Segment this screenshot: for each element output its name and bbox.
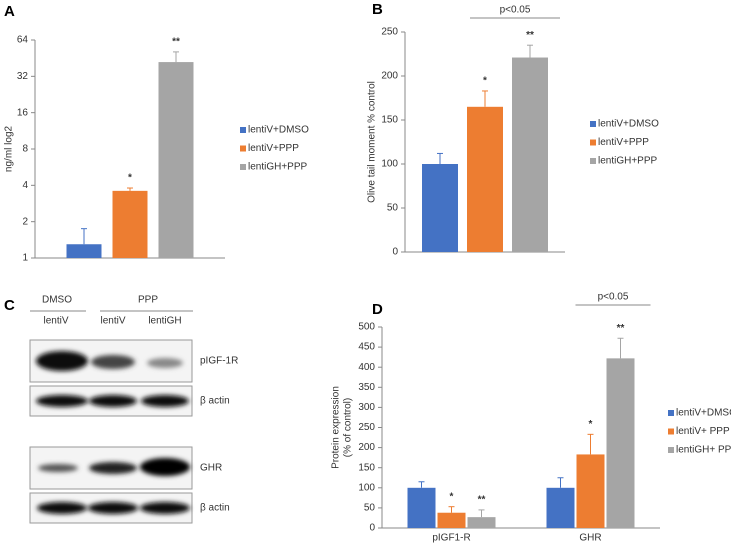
significance-mark: ** [526,30,534,41]
bar [576,454,605,528]
lane-label: lentiGH [148,316,181,327]
y-tick-label: 100 [358,482,375,493]
legend-label: lentiV+PPP [248,143,299,154]
blot-panel: C DMSO PPP lentiV lentiV lentiGH pIGF-1R… [4,295,238,524]
legend-label: lentiGH+PPP [248,162,308,173]
band [141,395,189,407]
y-tick-label: 2 [22,216,28,227]
lane-label: lentiV [43,316,68,327]
y-tick-label: 250 [358,422,375,433]
y-tick-label: 50 [364,503,376,514]
y-tick-label: 500 [358,322,375,333]
significance-mark: * [589,419,593,430]
band [140,458,190,476]
legend-swatch [590,121,596,127]
band [140,502,190,514]
y-tick-label: 450 [358,342,375,353]
y-tick-label: 1 [22,253,28,264]
legend-label: lentiV+DMSO [676,408,731,419]
y-tick-label: 250 [381,27,398,38]
legend-swatch [240,127,246,133]
bar [467,106,503,252]
bar [66,244,102,258]
significance-mark: * [128,173,132,184]
x-tick-label: GHR [579,533,601,543]
bar [606,358,635,528]
legend-swatch [668,447,674,453]
y-tick-label: 350 [358,382,375,393]
group-label: PPP [138,295,158,306]
legend-swatch [668,428,674,435]
lane-label: lentiV [100,316,125,327]
x-tick-label: pIGF1-R [432,533,470,543]
panel-letter: A [4,3,15,20]
band [36,395,88,407]
y-tick-label: 150 [358,462,375,473]
y-tick-label: 50 [387,203,399,214]
row-label: β actin [200,396,230,407]
legend-swatch [590,139,596,146]
bar [158,62,194,258]
group-label: DMSO [42,295,72,306]
band [88,502,138,514]
panel-letter: D [372,301,383,318]
band [89,395,137,407]
band [91,355,135,369]
bar [546,487,575,528]
legend-swatch [668,410,674,416]
bands [36,351,190,514]
panel-letter: C [4,297,15,314]
bar [437,512,466,528]
legend-label: lentiV+PPP [598,137,649,148]
y-tick-label: 0 [369,523,375,534]
y-tick-label: 150 [381,115,398,126]
legend-label: lentiGH+PPP [598,156,658,167]
bar [407,487,436,528]
legend-label: lentiV+DMSO [598,119,659,130]
bar [467,517,496,528]
bar [422,164,458,252]
significance-mark: ** [172,37,180,48]
y-tick-label: 200 [358,442,375,453]
legend-label: lentiGH+ PPP [676,445,731,456]
significance-mark: * [483,76,487,87]
y-tick-label: 32 [17,71,29,82]
y-tick-label: 4 [22,180,28,191]
band [36,351,88,371]
y-tick-label: 16 [17,107,29,118]
band [37,502,87,514]
legend-swatch [590,158,596,164]
legend-swatch [240,164,246,170]
legend-label: lentiV+DMSO [248,125,309,136]
bar [112,190,148,258]
significance-label: p<0.05 [500,5,531,16]
y-tick-label: 8 [22,144,28,155]
y-axis-label: Olive tail moment % control [367,81,378,203]
significance-label: p<0.05 [598,292,629,303]
y-tick-label: 200 [381,71,398,82]
y-tick-label: 300 [358,402,375,413]
y-tick-label: 64 [17,35,29,46]
bar [512,57,548,252]
y-axis-label: (% of control) [343,398,354,457]
row-label: GHR [200,463,222,474]
significance-mark: * [450,491,454,502]
y-axis-label: ng/ml log2 [4,125,15,172]
legend-label: lentiV+ PPP [676,426,730,437]
significance-mark: ** [617,323,625,334]
significance-mark: ** [478,495,486,506]
y-tick-label: 100 [381,159,398,170]
y-tick-label: 0 [392,247,398,258]
band [89,462,137,474]
legend-swatch [240,145,246,152]
band [38,464,78,472]
row-label: β actin [200,503,230,514]
y-tick-label: 400 [358,362,375,373]
band [147,358,183,368]
panel-letter: B [372,1,383,18]
row-label: pIGF-1R [200,356,238,367]
y-axis-label: Protein expression [331,386,342,469]
